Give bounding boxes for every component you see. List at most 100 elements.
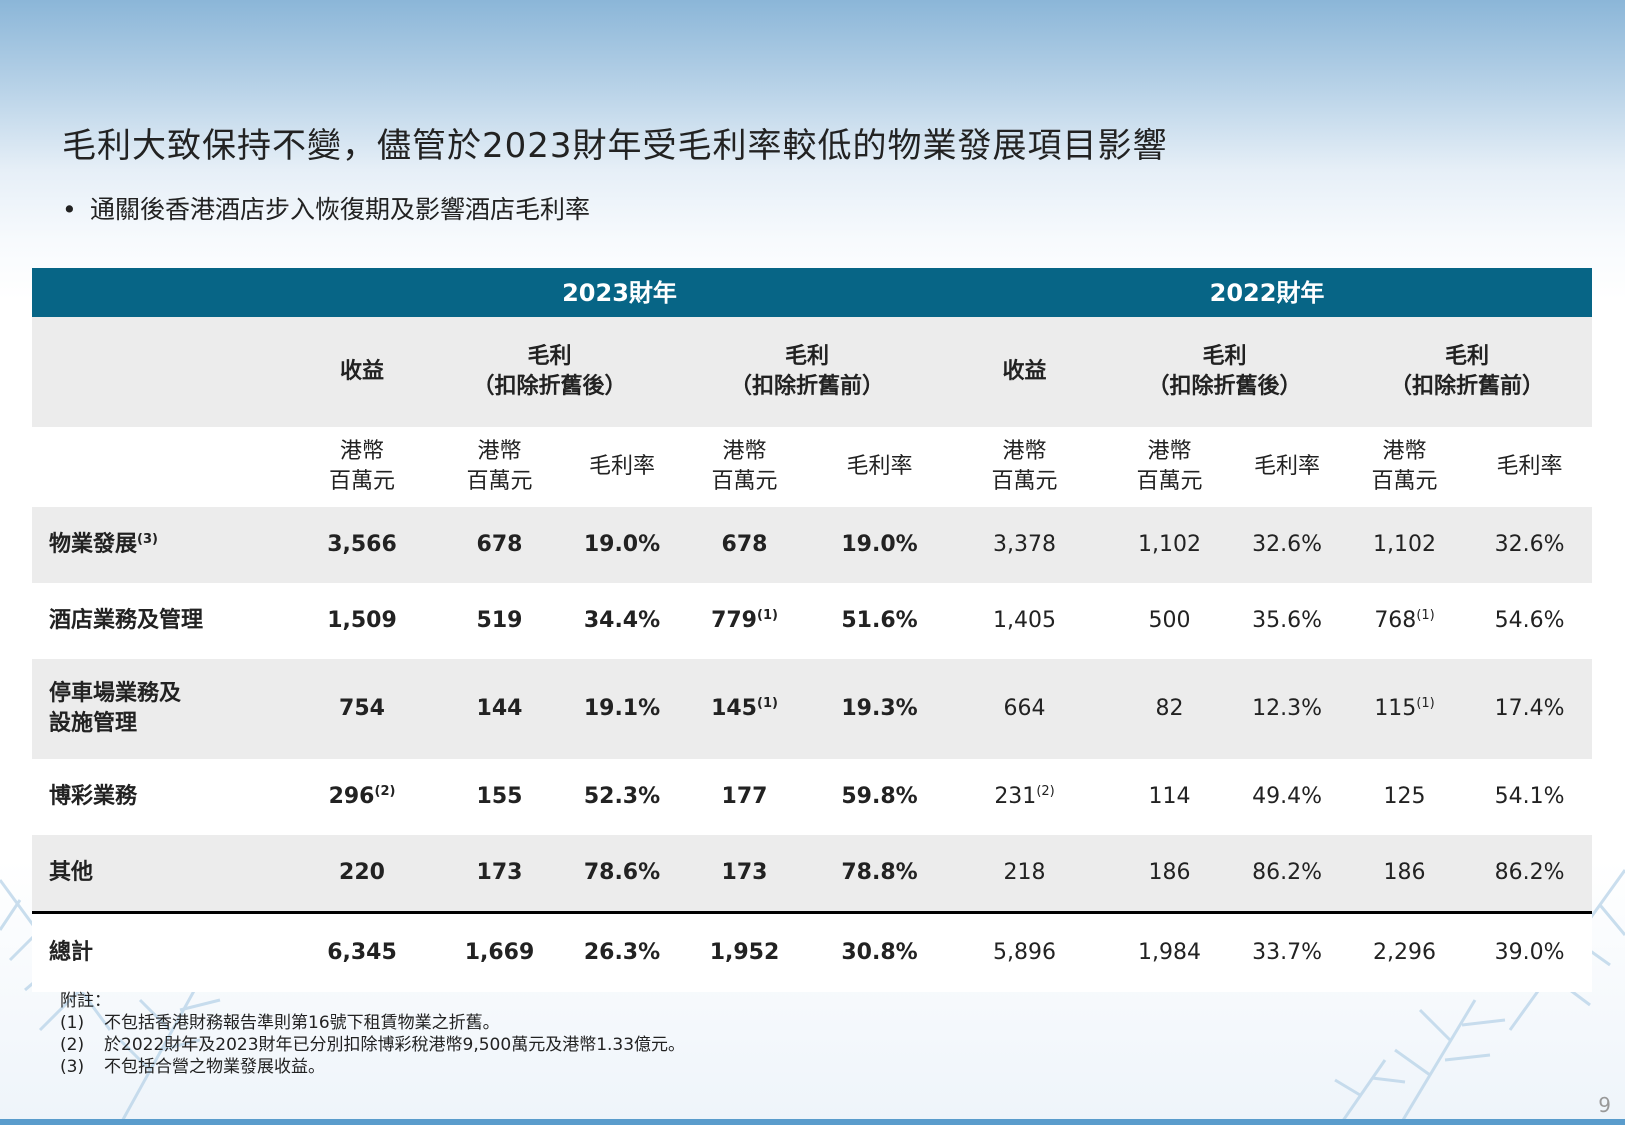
gp-label: 毛利 bbox=[527, 344, 572, 369]
footnote-number: (3) bbox=[60, 1057, 85, 1077]
footnote-item: (2) 於2022財年及2023財年已分別扣除博彩稅港幣9,500萬元及港幣1.3… bbox=[60, 1034, 685, 1056]
fy23-gp-before-total: 1,952 bbox=[672, 911, 817, 992]
unit-cell: 港幣 百萬元 bbox=[1107, 427, 1233, 507]
unit-line-2: 百萬元 bbox=[1136, 469, 1203, 494]
footnote-text: 不包括合營之物業發展收益。 bbox=[104, 1057, 325, 1077]
footnote-marker: (1) bbox=[757, 608, 778, 623]
fy22-gp-before: 768(1) bbox=[1342, 583, 1468, 659]
fy22-margin-after: 12.3% bbox=[1232, 659, 1343, 759]
table-row: 停車場業務及 設施管理 754 144 19.1% 145(1) 19.3% 66… bbox=[32, 659, 1593, 759]
value: 115 bbox=[1374, 696, 1417, 721]
fy22-gp-before: 186 bbox=[1342, 835, 1468, 913]
unit-line-2: 百萬元 bbox=[711, 469, 778, 494]
fy22-gp-before: 1,102 bbox=[1342, 507, 1468, 583]
bullet-point: • 通關後香港酒店步入恢復期及影響酒店毛利率 bbox=[62, 190, 590, 226]
value: 145 bbox=[711, 696, 757, 721]
fy22-revenue: 3,378 bbox=[942, 507, 1108, 583]
fy23-revenue: 754 bbox=[297, 659, 427, 759]
footnote-text: 不包括香港財務報告準則第16號下租賃物業之折舊。 bbox=[104, 1013, 500, 1033]
fy22-revenue: 1,405 bbox=[942, 583, 1108, 659]
fy22-margin-after: 32.6% bbox=[1232, 507, 1343, 583]
fy22-margin-after: 49.4% bbox=[1232, 759, 1343, 835]
fy23-revenue: 220 bbox=[297, 835, 427, 913]
fy23-margin-before: 19.0% bbox=[817, 507, 943, 583]
row-label: 停車場業務及 設施管理 bbox=[32, 659, 297, 759]
fy23-gp-after-total: 1,669 bbox=[427, 911, 572, 992]
total-label: 總計 bbox=[32, 911, 297, 992]
footnote-marker: (1) bbox=[1416, 608, 1435, 623]
column-group-row: 收益 毛利 （扣除折舊後） 毛利 （扣除折舊前） 收益 毛利 （扣除折舊後） 毛利 （扣… bbox=[32, 317, 1593, 427]
gp-label: 毛利 bbox=[785, 344, 830, 369]
row-label-line-1: 停車場業務及 bbox=[49, 681, 182, 706]
fy23-revenue-total: 6,345 bbox=[297, 911, 427, 992]
fy2022-header: 2022財年 bbox=[942, 268, 1593, 317]
fy22-revenue: 218 bbox=[942, 835, 1108, 913]
unit-cell: 港幣 百萬元 bbox=[427, 427, 572, 507]
year-header-row: 2023財年 2022財年 bbox=[32, 268, 1593, 317]
gp-label: 毛利 bbox=[1445, 344, 1490, 369]
footnotes: 附註： (1) 不包括香港財務報告準則第16號下租賃物業之折舊。 (2) 於2022… bbox=[60, 990, 685, 1078]
fy23-margin-after: 78.6% bbox=[572, 835, 672, 913]
fy22-margin-before: 17.4% bbox=[1467, 659, 1593, 759]
footnote-marker: (2) bbox=[1036, 784, 1055, 799]
fy23-revenue: 1,509 bbox=[297, 583, 427, 659]
unit-row: 港幣 百萬元 港幣 百萬元 毛利率 港幣 百萬元 毛利率 港幣 百萬元 港幣 百萬元 毛利… bbox=[32, 427, 1593, 507]
gp-after-header-2022: 毛利 （扣除折舊後） bbox=[1107, 317, 1343, 427]
fy23-gp-before: 173 bbox=[672, 835, 817, 913]
unit-line-1: 港幣 bbox=[1382, 439, 1427, 464]
unit-line-1: 港幣 bbox=[1002, 439, 1047, 464]
footnote-number: (2) bbox=[60, 1035, 85, 1055]
fy22-margin-before: 54.1% bbox=[1467, 759, 1593, 835]
fy23-revenue: 3,566 bbox=[297, 507, 427, 583]
unit-cell: 港幣 百萬元 bbox=[297, 427, 427, 507]
footnote-marker: (1) bbox=[757, 696, 778, 711]
value: 231 bbox=[994, 784, 1037, 809]
fy2023-header: 2023財年 bbox=[297, 268, 943, 317]
fy22-margin-after-total: 33.7% bbox=[1232, 911, 1343, 992]
value: 768 bbox=[1374, 608, 1417, 633]
fy23-gp-after: 678 bbox=[427, 507, 572, 583]
unit-line-2: 百萬元 bbox=[991, 469, 1058, 494]
row-label: 酒店業務及管理 bbox=[32, 583, 297, 659]
row-label-text: 物業發展 bbox=[49, 532, 138, 557]
fy22-revenue: 664 bbox=[942, 659, 1108, 759]
total-row: 總計 6,345 1,669 26.3% 1,952 30.8% 5,896 1… bbox=[32, 911, 1593, 992]
fy23-revenue: 296(2) bbox=[297, 759, 427, 835]
unit-cell: 港幣 百萬元 bbox=[942, 427, 1108, 507]
table-row: 物業發展(3) 3,566 678 19.0% 678 19.0% 3,378 … bbox=[32, 507, 1593, 583]
footnote-item: (3) 不包括合營之物業發展收益。 bbox=[60, 1056, 685, 1078]
gp-before-note: （扣除折舊前） bbox=[1390, 374, 1545, 399]
revenue-header-2023: 收益 bbox=[297, 317, 427, 427]
fy23-gp-before: 779(1) bbox=[672, 583, 817, 659]
footnote-marker: (3) bbox=[137, 532, 158, 547]
fy22-gp-after: 1,102 bbox=[1107, 507, 1233, 583]
fy23-margin-before: 78.8% bbox=[817, 835, 943, 913]
gross-profit-table: 2023財年 2022財年 收益 毛利 （扣除折舊後） 毛利 （扣除折舊前） 收益 … bbox=[32, 268, 1593, 992]
unit-line-2: 百萬元 bbox=[466, 469, 533, 494]
unit-line-1: 港幣 bbox=[477, 439, 522, 464]
footnote-marker: (2) bbox=[374, 784, 396, 799]
fy23-margin-before: 51.6% bbox=[817, 583, 943, 659]
row-label: 其他 bbox=[32, 835, 297, 913]
fy22-gp-after: 82 bbox=[1107, 659, 1233, 759]
unit-cell: 港幣 百萬元 bbox=[672, 427, 817, 507]
fy23-margin-after-total: 26.3% bbox=[572, 911, 672, 992]
fy22-gp-after: 500 bbox=[1107, 583, 1233, 659]
value: 296 bbox=[328, 784, 375, 809]
unit-line-1: 港幣 bbox=[1147, 439, 1192, 464]
fy23-gp-after: 519 bbox=[427, 583, 572, 659]
bullet-text: 通關後香港酒店步入恢復期及影響酒店毛利率 bbox=[90, 195, 591, 224]
footnote-number: (1) bbox=[60, 1013, 85, 1033]
fy23-gp-after: 144 bbox=[427, 659, 572, 759]
unit-line-2: 百萬元 bbox=[328, 469, 395, 494]
row-label: 物業發展(3) bbox=[32, 507, 297, 583]
fy23-gp-before: 145(1) bbox=[672, 659, 817, 759]
margin-header: 毛利率 bbox=[1232, 427, 1343, 507]
fy22-margin-after: 35.6% bbox=[1232, 583, 1343, 659]
gp-before-header-2022: 毛利 （扣除折舊前） bbox=[1342, 317, 1593, 427]
fy22-margin-before: 54.6% bbox=[1467, 583, 1593, 659]
fy23-margin-after: 19.1% bbox=[572, 659, 672, 759]
bottom-accent-bar bbox=[0, 1119, 1625, 1125]
footnotes-heading: 附註： bbox=[60, 991, 111, 1011]
unit-blank bbox=[32, 427, 297, 507]
